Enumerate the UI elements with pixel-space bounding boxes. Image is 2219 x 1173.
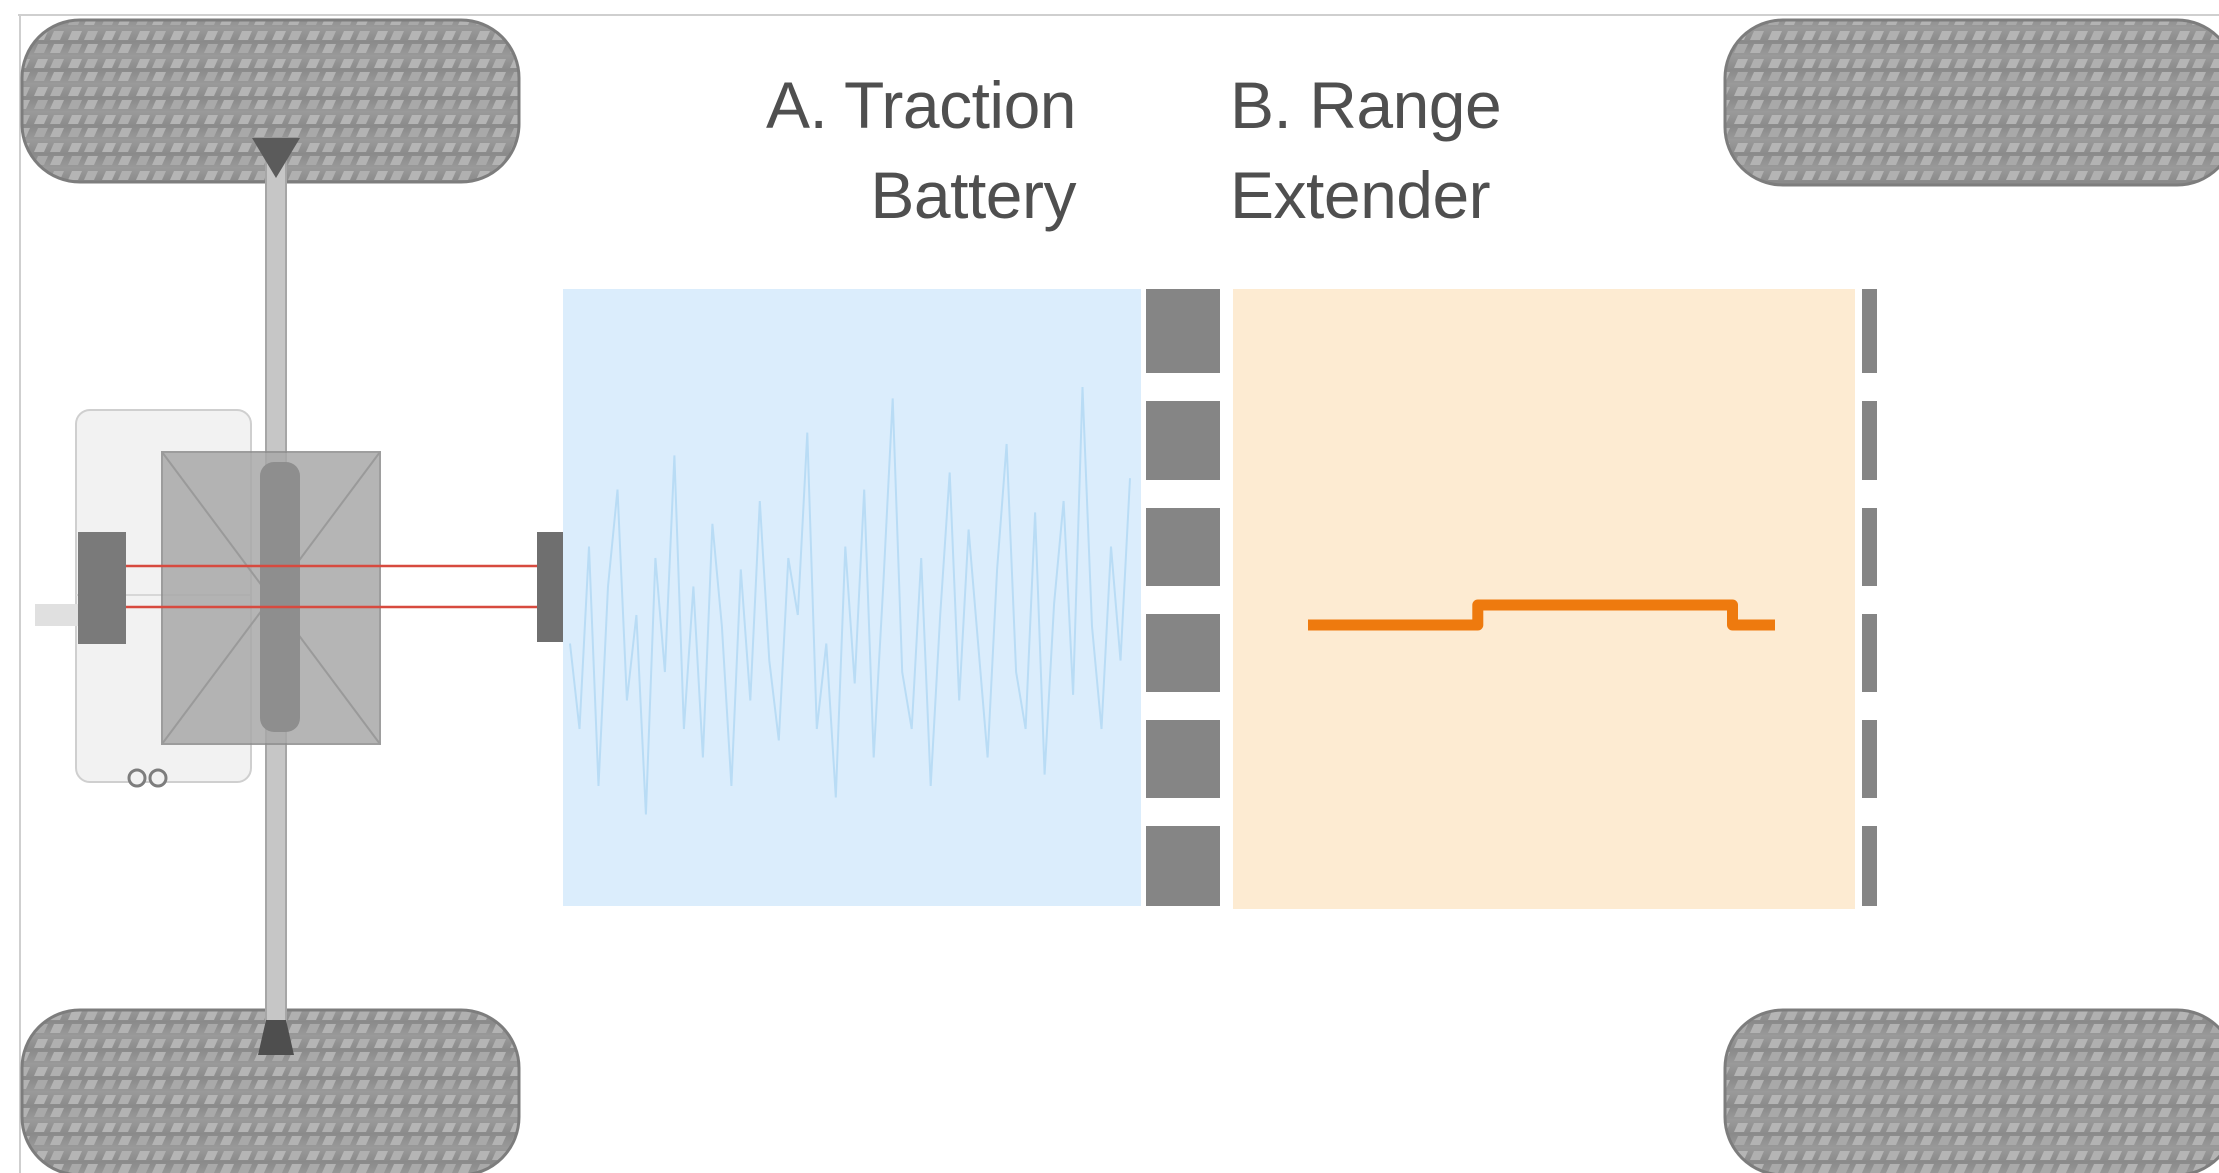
edge-dash xyxy=(1862,289,1877,373)
edge-dash xyxy=(1862,720,1877,798)
connector-tooth xyxy=(1146,401,1220,480)
range-extender-label: B. Range Extender xyxy=(1230,60,1502,240)
battery-connector-teeth xyxy=(1146,289,1220,906)
connector-tooth xyxy=(1146,289,1220,373)
connector-tooth xyxy=(1146,720,1220,798)
axle-mount-bottom xyxy=(258,1020,294,1055)
traction-battery-label-line2: Battery xyxy=(870,158,1076,232)
connector-tooth xyxy=(1146,826,1220,906)
range-extender-label-line2: Extender xyxy=(1230,158,1491,232)
traction-battery-label: A. Traction Battery xyxy=(766,60,1076,240)
battery-signal-trace xyxy=(569,386,1131,815)
tire-rear-right xyxy=(1723,1008,2219,1173)
traction-battery-label-line1: A. Traction xyxy=(766,68,1076,142)
traction-battery xyxy=(563,289,1141,906)
drive-unit xyxy=(35,409,565,788)
edge-dash xyxy=(1862,614,1877,692)
axle-mount-top xyxy=(252,138,300,178)
connector-tooth xyxy=(1146,508,1220,586)
connector-tooth xyxy=(1146,614,1220,692)
range-extender-block xyxy=(1233,289,1855,909)
edge-dash xyxy=(1862,826,1877,906)
range-extender-edge-dashes xyxy=(1862,289,1877,906)
battery-input-connector xyxy=(537,532,565,642)
edge-dash xyxy=(1862,401,1877,480)
range-extender xyxy=(1233,289,1855,909)
edge-dash xyxy=(1862,508,1877,586)
range-signal-trace xyxy=(1308,599,1775,631)
motor-connector-block xyxy=(78,532,126,644)
tire-front-right xyxy=(1723,18,2219,187)
range-extender-label-line1: B. Range xyxy=(1230,68,1502,142)
